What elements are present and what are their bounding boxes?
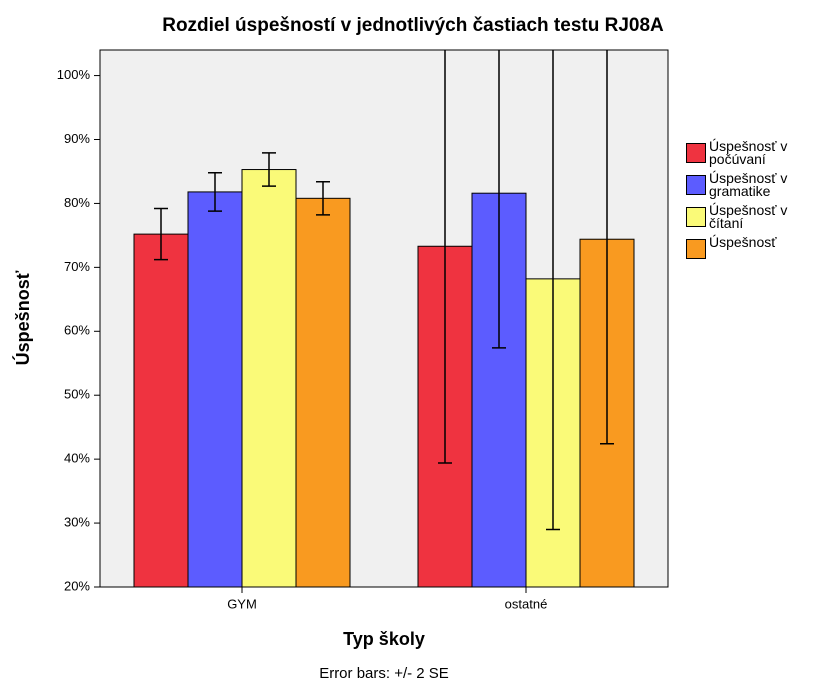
bar	[187, 191, 243, 587]
bars	[133, 50, 635, 587]
legend-item: Úspešnosť v počúvaní	[686, 138, 806, 167]
chart-title: Rozdiel úspešností v jednotlivých častia…	[162, 15, 664, 36]
y-tick-label: 90%	[64, 131, 90, 146]
legend-swatch	[686, 175, 706, 195]
legend-swatch	[686, 239, 706, 259]
bar	[241, 169, 297, 587]
footnote: Error bars: +/- 2 SE	[319, 665, 449, 682]
legend: Úspešnosť v počúvaní Úspešnosť v gramatik…	[686, 138, 806, 265]
legend-item: Úspešnosť v gramatike	[686, 170, 806, 199]
y-tick-label: 100%	[57, 67, 91, 82]
bar	[295, 197, 351, 587]
legend-label: Úspešnosť	[709, 234, 777, 250]
error-bar	[438, 50, 452, 464]
error-bar	[208, 171, 222, 212]
x-tick-label: GYM	[227, 596, 257, 611]
error-bar	[546, 50, 560, 531]
legend-label: Úspešnosť v čítaní	[709, 202, 788, 231]
legend-label: Úspešnosť v počúvaní	[709, 138, 788, 167]
y-tick-label: 40%	[64, 451, 90, 466]
legend-swatch	[686, 207, 706, 227]
legend-swatch	[686, 143, 706, 163]
x-tick-label: ostatné	[505, 596, 548, 611]
legend-item: Úspešnosť	[686, 234, 806, 259]
bar	[133, 233, 189, 587]
error-bar	[262, 152, 276, 187]
y-axis-label: Úspešnosť	[12, 270, 33, 365]
y-tick-label: 80%	[64, 195, 90, 210]
y-tick-label: 30%	[64, 515, 90, 530]
error-bar	[316, 180, 330, 216]
y-tick-label: 70%	[64, 259, 90, 274]
error-bar	[492, 50, 506, 349]
y-tick-label: 20%	[64, 578, 90, 593]
y-tick-label: 60%	[64, 323, 90, 338]
x-axis-label: Typ školy	[343, 629, 425, 649]
legend-label: Úspešnosť v gramatike	[709, 170, 788, 199]
error-bar	[154, 207, 168, 261]
y-tick-label: 50%	[64, 387, 90, 402]
error-bar	[600, 50, 614, 445]
legend-item: Úspešnosť v čítaní	[686, 202, 806, 231]
